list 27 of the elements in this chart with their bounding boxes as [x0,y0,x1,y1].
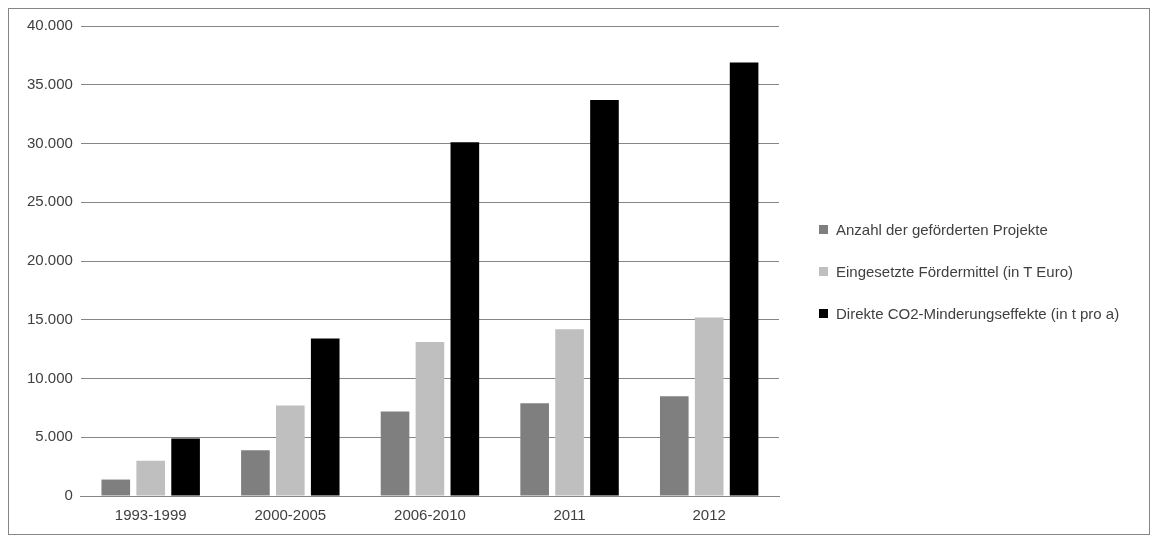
bar [310,338,340,496]
x-tick-label: 1993-1999 [114,506,187,524]
bar [555,329,584,496]
legend-label: Direkte CO2-Minderungseffekte (in t pro a) [836,303,1120,324]
x-tick-label: 2006-2010 [394,506,466,524]
y-tick-label: 30.000 [26,133,73,151]
bar [450,142,480,496]
y-tick-label: 25.000 [26,192,73,210]
bar [136,460,165,496]
y-tick-label: 15.000 [26,309,73,327]
y-tick-label: 35.000 [26,74,73,92]
x-tick-label: 2011 [553,506,586,524]
bar [590,100,619,496]
bar [171,438,200,496]
x-tick-label: 2000-2005 [254,506,327,524]
y-tick-label: 10.000 [26,368,73,386]
legend-label: Eingesetzte Fördermittel (in T Euro) [836,261,1074,282]
x-tick-label: 2012 [692,506,726,524]
bar [694,317,724,496]
y-tick-label: 5.000 [35,427,73,445]
y-tick-label: 40.000 [26,16,73,34]
legend-label: Anzahl der geförderten Projekte [836,219,1048,240]
bar [415,342,445,496]
bar [276,405,305,496]
bar [729,62,759,496]
y-tick-label: 20.000 [26,251,73,269]
y-tick-label: 0 [64,486,73,504]
